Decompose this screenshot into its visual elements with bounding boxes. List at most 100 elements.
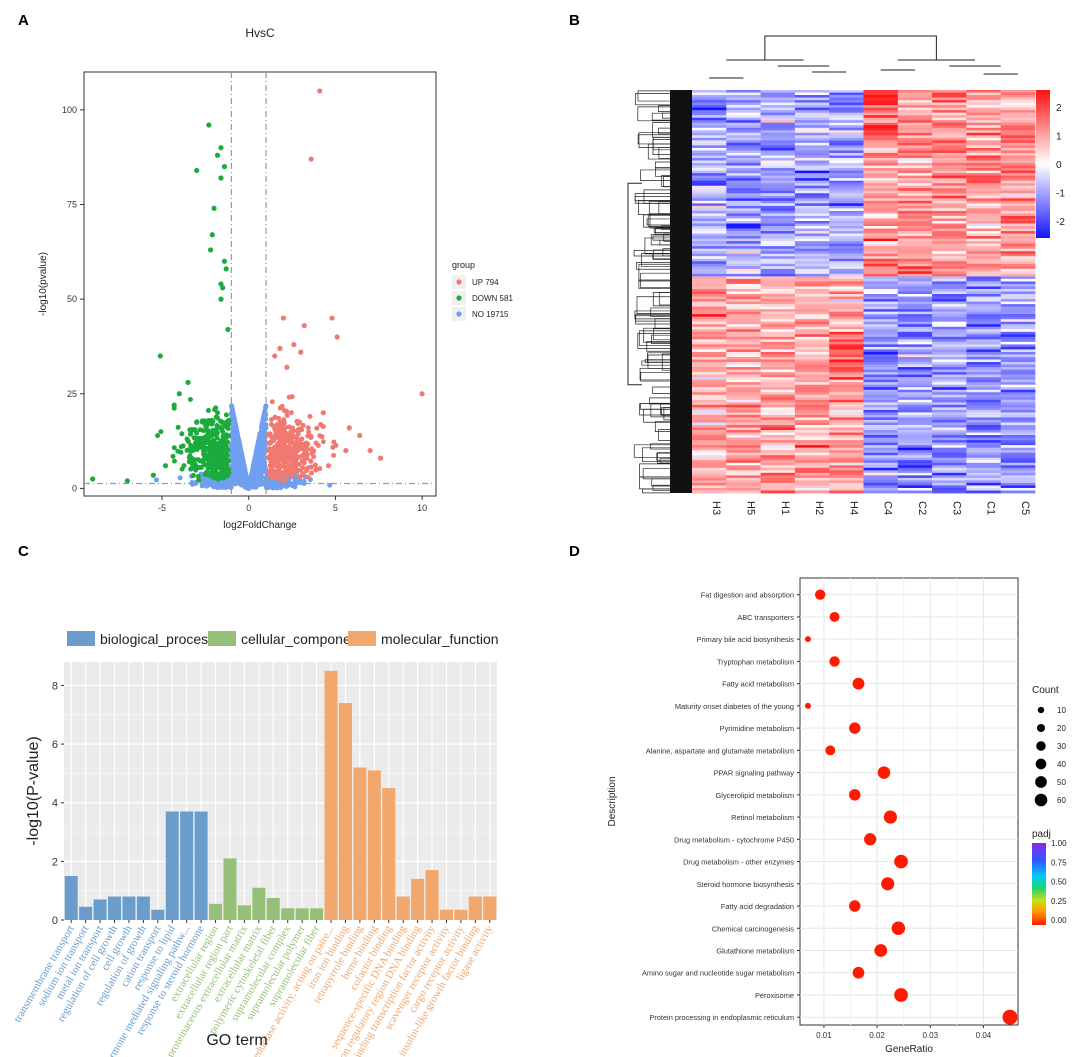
- heatmap-cell: [1000, 447, 1036, 451]
- point-down: [207, 457, 213, 463]
- heatmap-cell: [932, 392, 967, 396]
- heatmap-cell: [897, 286, 933, 290]
- point-up: [268, 417, 274, 423]
- heatmap-cell: [966, 271, 1002, 275]
- heatmap-cell: [966, 306, 1002, 310]
- heatmap-cell: [829, 168, 864, 171]
- dendrogram-link: [655, 167, 670, 177]
- heatmap-cell: [897, 457, 933, 461]
- heatmap-cell: [966, 90, 1002, 93]
- heatmap-cell: [692, 377, 727, 381]
- legend-swatch: [348, 631, 376, 646]
- heatmap-cell: [794, 231, 830, 234]
- heatmap-cell: [726, 102, 761, 106]
- heatmap-cell: [863, 321, 899, 325]
- heatmap-cell: [932, 487, 967, 491]
- heatmap-cell: [794, 382, 830, 386]
- dendrogram-link: [651, 334, 670, 344]
- point-up: [286, 449, 292, 455]
- heatmap-cell: [794, 256, 830, 260]
- heatmap-cell: [829, 394, 864, 398]
- colorbar-tick-label: -1: [1056, 188, 1065, 199]
- heatmap-cell: [863, 440, 899, 444]
- heatmap-cell: [829, 482, 864, 486]
- heatmap-cell: [760, 367, 796, 370]
- heatmap-cell: [726, 374, 761, 378]
- heatmap-cell: [794, 223, 830, 227]
- heatmap-cell: [692, 195, 727, 199]
- heatmap-cell: [1000, 188, 1036, 192]
- heatmap-cell: [760, 299, 796, 302]
- heatmap-cell: [794, 294, 830, 297]
- heatmap-cell: [863, 462, 899, 466]
- heatmap-cell: [692, 424, 727, 428]
- dendrogram-link: [653, 228, 670, 233]
- heatmap-cell: [863, 316, 899, 320]
- heatmap-cell: [966, 120, 1002, 124]
- heatmap-cell: [726, 263, 761, 267]
- heatmap-cell: [794, 228, 830, 232]
- point-up: [309, 446, 315, 452]
- heatmap-cell: [794, 359, 830, 363]
- column-label: H3: [710, 501, 722, 515]
- point-no: [271, 484, 277, 490]
- heatmap-cell: [897, 130, 933, 134]
- heatmap-cell: [932, 213, 967, 217]
- heatmap-cell: [966, 445, 1002, 449]
- heatmap-cell: [1000, 258, 1036, 262]
- heatmap-cell: [966, 362, 1002, 365]
- heatmap-cell: [966, 394, 1002, 398]
- point-up: [275, 467, 281, 473]
- point-no: [232, 432, 238, 438]
- heatmap-cell: [863, 372, 899, 376]
- heatmap-cell: [863, 387, 899, 391]
- point-down: [221, 475, 227, 481]
- heatmap-cell: [726, 447, 761, 451]
- heatmap-cell: [829, 178, 864, 182]
- heatmap-cell: [897, 339, 933, 343]
- heatmap-cell: [794, 195, 830, 199]
- dot: [852, 966, 865, 979]
- heatmap-cell: [863, 394, 899, 398]
- point-up: [300, 465, 306, 471]
- heatmap-cell: [932, 107, 967, 111]
- heatmap-cell: [794, 402, 830, 406]
- heatmap-cell: [863, 311, 899, 315]
- heatmap-cell: [692, 205, 727, 209]
- heatmap-cell: [863, 178, 899, 182]
- heatmap-cell: [794, 296, 830, 300]
- heatmap-cell: [863, 382, 899, 386]
- heatmap-cell: [1000, 102, 1036, 106]
- heatmap-cell: [829, 329, 864, 333]
- heatmap-cell: [897, 344, 933, 348]
- heatmap-cell: [966, 276, 1002, 280]
- heatmap-cell: [692, 180, 727, 184]
- dendrogram-link: [662, 112, 670, 119]
- heatmap-cell: [692, 122, 727, 126]
- heatmap-cell: [760, 326, 796, 330]
- heatmap-cell: [794, 316, 830, 320]
- heatmap-cell: [897, 97, 933, 101]
- heatmap-cell: [794, 263, 830, 267]
- heatmap-cell: [726, 163, 761, 166]
- heatmap-cell: [1000, 354, 1036, 358]
- heatmap-cell: [829, 208, 864, 212]
- heatmap-cell: [829, 427, 864, 431]
- heatmap-cell: [692, 384, 727, 388]
- heatmap-cell: [760, 283, 796, 287]
- heatmap-cell: [692, 460, 727, 464]
- heatmap-cell: [863, 296, 899, 300]
- heatmap-cell: [863, 142, 899, 146]
- heatmap-cell: [932, 278, 967, 282]
- heatmap-cell: [829, 465, 864, 469]
- heatmap-cell: [692, 170, 727, 174]
- heatmap-cell: [966, 389, 1002, 393]
- heatmap-cell: [932, 331, 967, 335]
- heatmap-cell: [794, 440, 830, 444]
- heatmap-cell: [726, 344, 761, 348]
- heatmap-cell: [760, 286, 796, 290]
- heatmap-cell: [932, 346, 967, 350]
- heatmap-cell: [726, 170, 761, 174]
- heatmap-cell: [1000, 226, 1036, 229]
